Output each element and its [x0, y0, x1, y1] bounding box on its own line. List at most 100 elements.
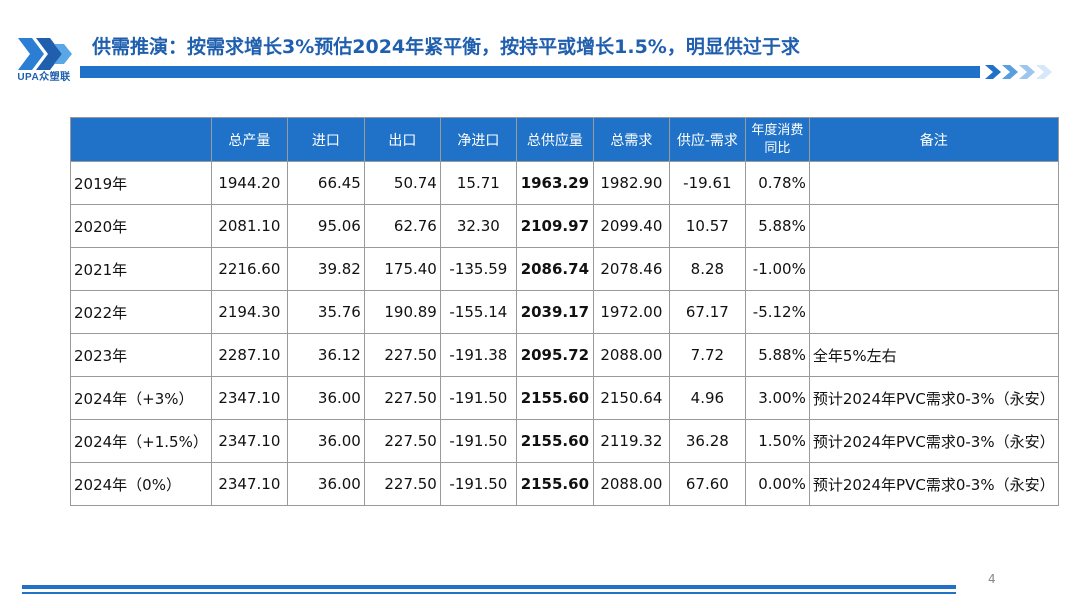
cell-output: 2347.10: [210, 419, 288, 463]
cell-demand: 2119.32: [592, 419, 670, 463]
cell-note: 预计2024年PVC需求0-3%（永安）: [808, 376, 1059, 420]
header-cell-output: 总产量: [210, 117, 288, 162]
header-cell-gap: 供应-需求: [668, 117, 746, 162]
cell-supply: 2155.60: [515, 376, 594, 420]
table-row: 2023年 2287.10 36.12 227.50 -191.38 2095.…: [70, 333, 1059, 377]
cell-demand: 2088.00: [592, 462, 670, 506]
cell-output: 2347.10: [210, 462, 288, 506]
cell-net-import: -191.50: [439, 462, 517, 506]
cell-supply: 2086.74: [515, 247, 594, 291]
cell-note: [808, 290, 1059, 334]
cell-yoy: 5.88%: [744, 204, 810, 248]
cell-output: 2194.30: [210, 290, 288, 334]
cell-net-import: -191.50: [439, 419, 517, 463]
cell-note: [808, 161, 1059, 205]
cell-import: 36.00: [286, 419, 365, 463]
cell-year: 2024年（+1.5%）: [70, 419, 212, 463]
cell-gap: 8.28: [668, 247, 746, 291]
cell-import: 36.12: [286, 333, 365, 377]
cell-import: 35.76: [286, 290, 365, 334]
cell-supply: 2155.60: [515, 419, 594, 463]
header-cell-demand: 总需求: [592, 117, 670, 162]
cell-net-import: -135.59: [439, 247, 517, 291]
header-cell-yoy: 年度消费 同比: [744, 117, 810, 162]
cell-year: 2024年（0%）: [70, 462, 212, 506]
cell-output: 1944.20: [210, 161, 288, 205]
table-header-row: 总产量 进口 出口 净进口 总供应量 总需求 供应-需求 年度消费 同比 备注: [70, 117, 1059, 162]
cell-demand: 2150.64: [592, 376, 670, 420]
cell-export: 227.50: [363, 462, 441, 506]
cell-note: 全年5%左右: [808, 333, 1059, 377]
cell-demand: 2088.00: [592, 333, 670, 377]
table-row: 2024年（+3%） 2347.10 36.00 227.50 -191.50 …: [70, 376, 1059, 420]
cell-net-import: 15.71: [439, 161, 517, 205]
cell-gap: 4.96: [668, 376, 746, 420]
cell-net-import: 32.30: [439, 204, 517, 248]
header-yoy-line2: 同比: [764, 140, 791, 156]
cell-import: 36.00: [286, 376, 365, 420]
cell-gap: -19.61: [668, 161, 746, 205]
cell-import: 95.06: [286, 204, 365, 248]
cell-year: 2022年: [70, 290, 212, 334]
cell-net-import: -191.38: [439, 333, 517, 377]
cell-import: 39.82: [286, 247, 365, 291]
table-row: 2021年 2216.60 39.82 175.40 -135.59 2086.…: [70, 247, 1059, 291]
cell-year: 2021年: [70, 247, 212, 291]
cell-output: 2216.60: [210, 247, 288, 291]
cell-demand: 2099.40: [592, 204, 670, 248]
cell-note: 预计2024年PVC需求0-3%（永安）: [808, 462, 1059, 506]
slide-title: 供需推演：按需求增长3%预估2024年紧平衡，按持平或增长1.5%，明显供过于求: [92, 36, 800, 58]
cell-supply: 2155.60: [515, 462, 594, 506]
table-row: 2024年（0%） 2347.10 36.00 227.50 -191.50 2…: [70, 462, 1059, 506]
cell-note: [808, 204, 1059, 248]
cell-supply: 2095.72: [515, 333, 594, 377]
cell-yoy: 0.00%: [744, 462, 810, 506]
page-number: 4: [988, 572, 996, 586]
cell-year: 2020年: [70, 204, 212, 248]
cell-supply: 1963.29: [515, 161, 594, 205]
cell-export: 62.76: [363, 204, 441, 248]
table-row: 2020年 2081.10 95.06 62.76 32.30 2109.97 …: [70, 204, 1059, 248]
cell-note: [808, 247, 1059, 291]
header-cell-supply: 总供应量: [515, 117, 594, 162]
cell-net-import: -191.50: [439, 376, 517, 420]
cell-gap: 7.72: [668, 333, 746, 377]
cell-export: 227.50: [363, 376, 441, 420]
footer-bar-thin: [22, 592, 956, 594]
title-underline-bar: [80, 66, 980, 78]
cell-demand: 2078.46: [592, 247, 670, 291]
cell-note: 预计2024年PVC需求0-3%（永安）: [808, 419, 1059, 463]
cell-demand: 1982.90: [592, 161, 670, 205]
cell-demand: 1972.00: [592, 290, 670, 334]
header-cell-net-import: 净进口: [439, 117, 517, 162]
cell-gap: 36.28: [668, 419, 746, 463]
cell-output: 2081.10: [210, 204, 288, 248]
cell-import: 36.00: [286, 462, 365, 506]
table-row: 2024年（+1.5%） 2347.10 36.00 227.50 -191.5…: [70, 419, 1059, 463]
cell-import: 66.45: [286, 161, 365, 205]
cell-yoy: 3.00%: [744, 376, 810, 420]
cell-yoy: 5.88%: [744, 333, 810, 377]
cell-yoy: -1.00%: [744, 247, 810, 291]
cell-export: 175.40: [363, 247, 441, 291]
cell-yoy: 1.50%: [744, 419, 810, 463]
table-row: 2022年 2194.30 35.76 190.89 -155.14 2039.…: [70, 290, 1059, 334]
cell-output: 2287.10: [210, 333, 288, 377]
chevron-right-icon: [985, 65, 1052, 79]
cell-output: 2347.10: [210, 376, 288, 420]
header-cell-import: 进口: [286, 117, 365, 162]
cell-supply: 2039.17: [515, 290, 594, 334]
cell-export: 227.50: [363, 333, 441, 377]
header-cell-export: 出口: [363, 117, 441, 162]
cell-export: 50.74: [363, 161, 441, 205]
cell-yoy: 0.78%: [744, 161, 810, 205]
logo-text: UPA众塑联: [17, 72, 71, 83]
cell-year: 2023年: [70, 333, 212, 377]
cell-export: 227.50: [363, 419, 441, 463]
cell-supply: 2109.97: [515, 204, 594, 248]
cell-yoy: -5.12%: [744, 290, 810, 334]
cell-export: 190.89: [363, 290, 441, 334]
header-cell-year: [70, 117, 212, 162]
cell-gap: 67.60: [668, 462, 746, 506]
cell-gap: 10.57: [668, 204, 746, 248]
